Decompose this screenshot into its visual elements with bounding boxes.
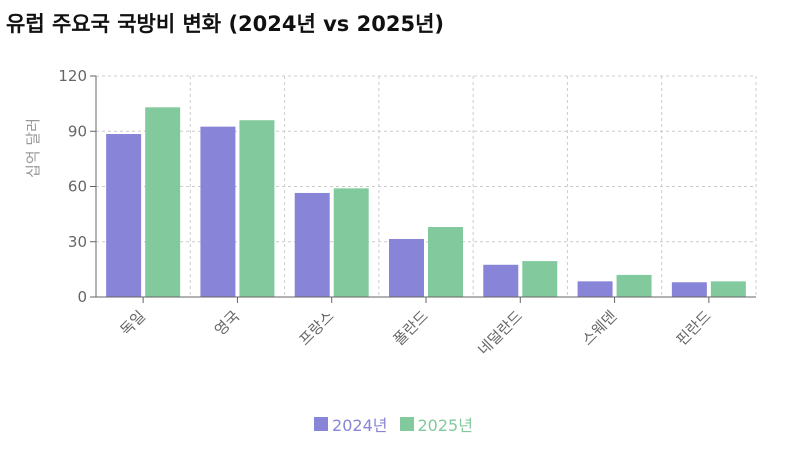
x-tick-label: 핀란드 bbox=[673, 307, 715, 349]
legend-label-2024: 2024년 bbox=[332, 416, 388, 435]
bar-2024-2[interactable] bbox=[294, 192, 330, 297]
grid-lines bbox=[95, 75, 757, 297]
bar-2024-4[interactable] bbox=[483, 264, 519, 297]
y-tick-label: 30 bbox=[68, 233, 87, 251]
x-tick-label: 프랑스 bbox=[296, 307, 338, 349]
bar-2025-3[interactable] bbox=[428, 227, 463, 297]
legend-swatch-2024 bbox=[314, 417, 329, 431]
legend-item-2025[interactable]: 2025년 bbox=[399, 412, 473, 436]
bar-2024-0[interactable] bbox=[106, 134, 142, 297]
bar-2025-5[interactable] bbox=[616, 274, 652, 297]
bars bbox=[106, 107, 746, 297]
y-tick-label: 0 bbox=[77, 288, 87, 306]
bar-2025-2[interactable] bbox=[333, 188, 369, 297]
legend-label-2025: 2025년 bbox=[417, 416, 473, 435]
x-tick-label: 독일 bbox=[117, 307, 149, 339]
x-tick-label: 영국 bbox=[211, 307, 243, 339]
x-tick-label: 스웨덴 bbox=[578, 307, 620, 349]
bar-2024-6[interactable] bbox=[671, 282, 707, 297]
bar-2025-6[interactable] bbox=[710, 281, 746, 297]
bar-2025-1[interactable] bbox=[239, 120, 275, 297]
bar-2024-5[interactable] bbox=[577, 281, 613, 297]
x-tick-label: 네덜란드 bbox=[474, 307, 526, 359]
chart-title: 유럽 주요국 국방비 변화 (2024년 vs 2025년) bbox=[6, 12, 444, 36]
legend: 2024년 2025년 bbox=[0, 412, 787, 436]
y-tick-label: 120 bbox=[58, 67, 87, 85]
legend-swatch-2025 bbox=[399, 417, 414, 431]
y-tick-label: 60 bbox=[68, 178, 87, 196]
bar-2024-3[interactable] bbox=[389, 238, 424, 297]
bar-2024-1[interactable] bbox=[200, 126, 236, 297]
y-axis-label: 십억 달러 bbox=[24, 118, 42, 178]
bar-2025-4[interactable] bbox=[522, 261, 558, 297]
y-tick-label: 90 bbox=[68, 122, 87, 140]
bar-2025-0[interactable] bbox=[145, 107, 181, 297]
legend-item-2024[interactable]: 2024년 bbox=[314, 412, 388, 436]
x-tick-label: 폴란드 bbox=[390, 307, 432, 349]
